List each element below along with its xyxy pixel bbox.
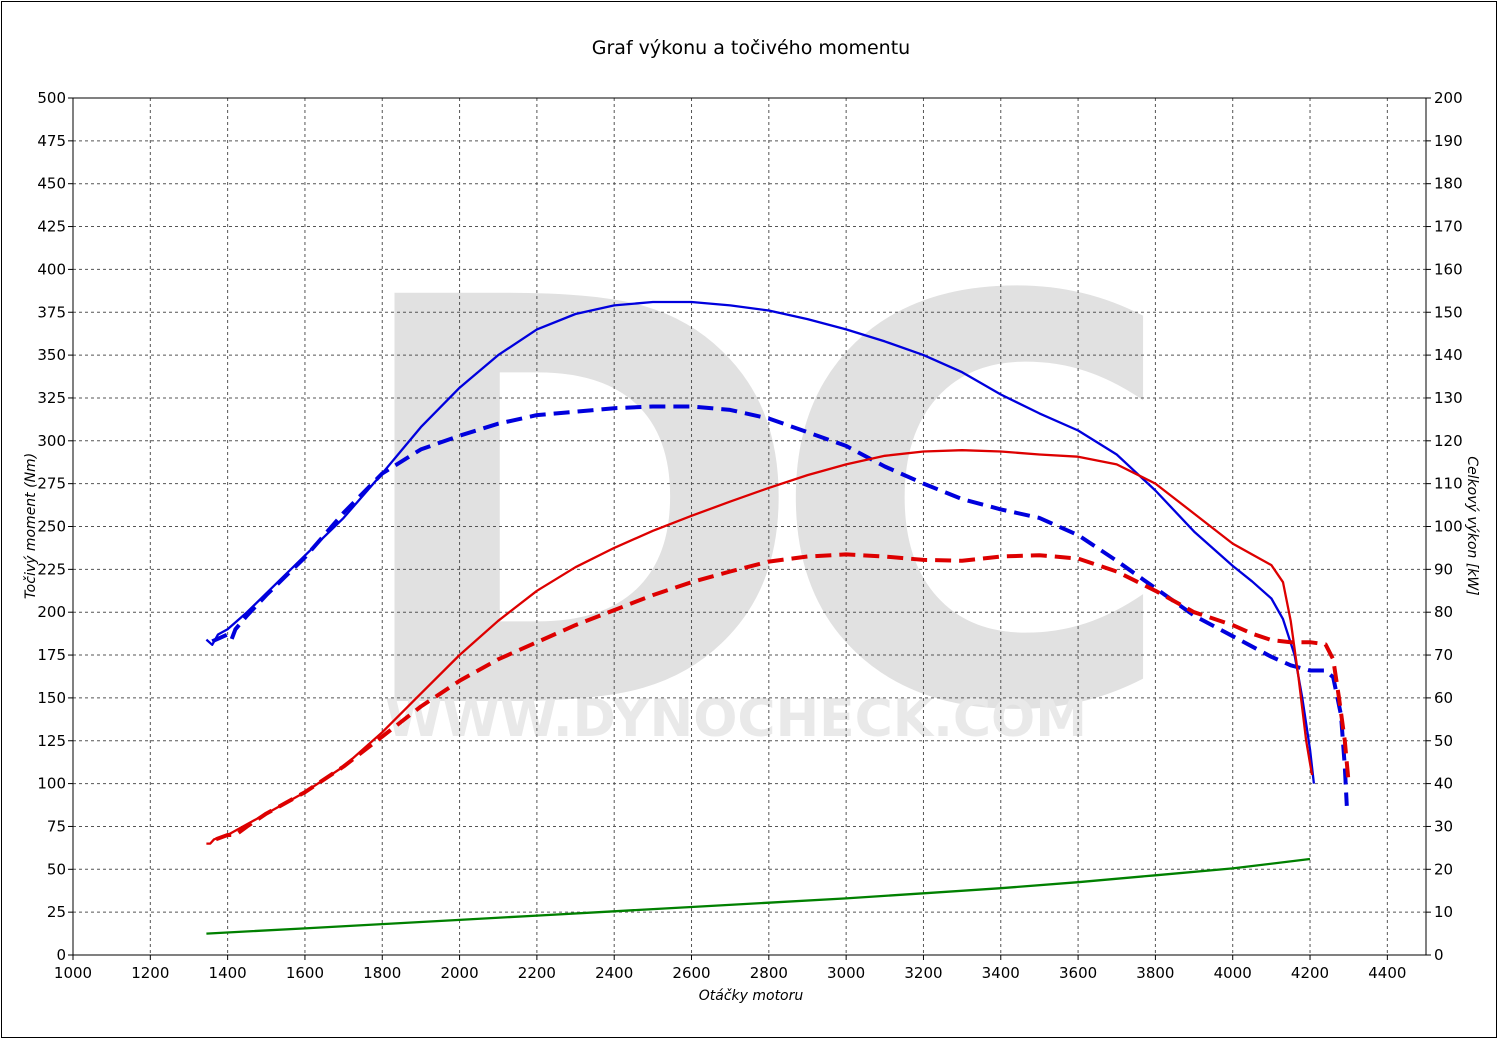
right-tick-label: 40 xyxy=(1434,775,1453,793)
left-tick-label: 225 xyxy=(37,560,66,578)
right-tick-label: 200 xyxy=(1434,89,1463,107)
left-tick-label: 175 xyxy=(37,646,66,664)
right-tick-label: 80 xyxy=(1434,603,1453,621)
x-tick-label: 1600 xyxy=(286,964,324,982)
left-tick-label: 325 xyxy=(37,389,66,407)
x-tick-label: 2000 xyxy=(440,964,478,982)
series-line-2 xyxy=(211,404,1349,807)
series-line-5 xyxy=(206,857,1311,935)
right-tick-label: 90 xyxy=(1434,560,1453,578)
left-tick-label: 200 xyxy=(37,603,66,621)
x-tick-label: 3600 xyxy=(1059,964,1097,982)
left-tick-label: 250 xyxy=(37,518,66,536)
right-tick-label: 70 xyxy=(1434,646,1453,664)
right-tick-label: 170 xyxy=(1434,218,1463,236)
right-tick-label: 30 xyxy=(1434,817,1453,835)
left-tick-label: 300 xyxy=(37,432,66,450)
right-tick-label: 140 xyxy=(1434,346,1463,364)
x-tick-label: 3000 xyxy=(827,964,865,982)
x-tick-label: 3800 xyxy=(1136,964,1174,982)
right-tick-label: 10 xyxy=(1434,903,1453,921)
x-tick-label: 4200 xyxy=(1291,964,1329,982)
x-axis-label: Otáčky motoru xyxy=(699,988,804,1004)
series-line-4 xyxy=(215,552,1351,842)
right-tick-label: 60 xyxy=(1434,689,1453,707)
right-tick-label: 120 xyxy=(1434,432,1463,450)
x-tick-label: 2800 xyxy=(750,964,788,982)
right-tick-label: 20 xyxy=(1434,860,1453,878)
watermark-logo: DC xyxy=(343,182,1144,834)
x-tick-label: 4000 xyxy=(1214,964,1252,982)
x-tick-label: 1200 xyxy=(131,964,169,982)
left-tick-label: 500 xyxy=(37,89,66,107)
x-tick-label: 1000 xyxy=(54,964,92,982)
dynocheck-watermark: DC WWW.DYNOCHECK.COM xyxy=(343,182,1184,834)
x-tick-label: 2200 xyxy=(518,964,556,982)
right-axis-ticks: 0 10 20 30 40 50 60 70 80 90 100 110 120 130 140 150 160… xyxy=(1426,89,1463,964)
left-tick-label: 275 xyxy=(37,475,66,493)
x-tick-label: 1800 xyxy=(363,964,401,982)
right-tick-label: 50 xyxy=(1434,732,1453,750)
watermark-url: WWW.DYNOCHECK.COM xyxy=(385,689,1087,749)
right-axis-label: Celkový výkon [kW] xyxy=(1464,456,1480,595)
right-tick-label: 160 xyxy=(1434,260,1463,278)
x-tick-label: 2400 xyxy=(595,964,633,982)
right-tick-label: 100 xyxy=(1434,518,1463,536)
x-axis-ticks: 1000 1200 1400 1600 1800 2000 2200 2400 2600 2800… xyxy=(54,955,1406,982)
x-tick-label: 4400 xyxy=(1368,964,1406,982)
left-tick-label: 425 xyxy=(37,218,66,236)
x-tick-label: 1400 xyxy=(209,964,247,982)
left-tick-label: 375 xyxy=(37,303,66,321)
right-tick-label: 110 xyxy=(1434,475,1463,493)
left-tick-label: 450 xyxy=(37,175,66,193)
right-tick-label: 0 xyxy=(1434,946,1444,964)
left-tick-label: 475 xyxy=(37,132,66,150)
chart-title: Graf výkonu a točivého momentu xyxy=(592,37,910,59)
left-tick-label: 150 xyxy=(37,689,66,707)
left-axis-label: Točivý moment (Nm) xyxy=(23,453,39,599)
right-tick-label: 150 xyxy=(1434,303,1463,321)
left-tick-label: 125 xyxy=(37,732,66,750)
series-group xyxy=(205,300,1351,935)
left-tick-label: 50 xyxy=(47,860,66,878)
left-tick-label: 75 xyxy=(47,817,66,835)
left-tick-label: 400 xyxy=(37,260,66,278)
left-tick-label: 100 xyxy=(37,775,66,793)
x-tick-label: 3400 xyxy=(982,964,1020,982)
left-tick-label: 350 xyxy=(37,346,66,364)
left-tick-label: 0 xyxy=(56,946,66,964)
right-tick-label: 130 xyxy=(1434,389,1463,407)
x-tick-label: 2600 xyxy=(672,964,710,982)
left-axis-ticks: 0 25 50 75 100 125 150 175 200 225 250 275 300 325 350… xyxy=(37,89,73,964)
right-tick-label: 190 xyxy=(1434,132,1463,150)
grid-lines xyxy=(73,98,1426,955)
right-tick-label: 180 xyxy=(1434,175,1463,193)
left-tick-label: 25 xyxy=(47,903,66,921)
x-tick-label: 3200 xyxy=(904,964,942,982)
